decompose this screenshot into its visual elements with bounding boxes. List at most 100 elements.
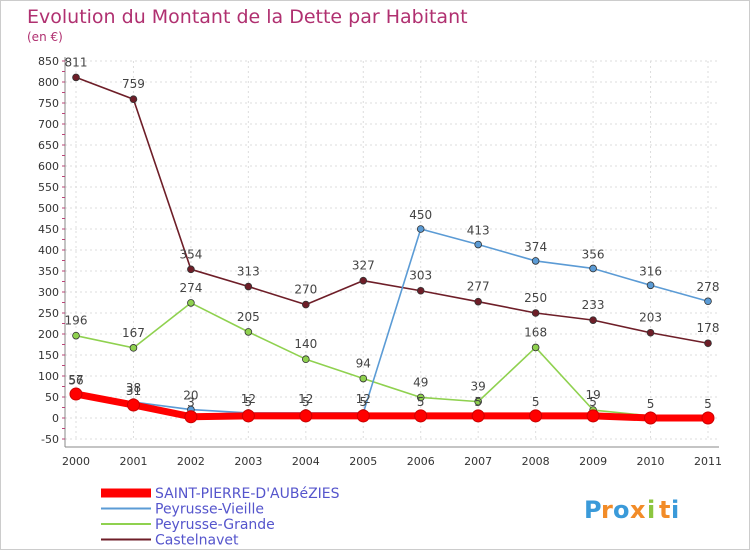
data-label: 274 — [179, 281, 202, 295]
data-point — [701, 411, 715, 425]
y-tick-label: 550 — [38, 181, 59, 194]
data-label: 5 — [417, 395, 425, 409]
data-label: 5 — [245, 395, 253, 409]
x-tick-label: 2008 — [522, 455, 550, 468]
data-label: 12 — [298, 392, 313, 406]
data-label: 5 — [474, 395, 482, 409]
data-point — [414, 409, 428, 423]
data-point — [187, 299, 195, 307]
data-point — [531, 309, 540, 317]
data-label: 56 — [68, 373, 83, 387]
data-label: 270 — [294, 283, 317, 297]
y-tick-label: 750 — [38, 97, 59, 110]
data-label: 39 — [471, 380, 486, 394]
data-label: 203 — [639, 311, 662, 325]
data-label: 38 — [126, 381, 141, 395]
y-tick-label: 100 — [38, 370, 59, 383]
y-tick-label: -50 — [41, 433, 59, 446]
data-labels: 8117593543132703273032772502332031781961… — [65, 55, 720, 411]
chart-title: Evolution du Montant de la Dette par Hab… — [27, 6, 468, 28]
data-label: 5 — [704, 397, 712, 411]
series-line — [75, 302, 709, 417]
data-point — [72, 331, 80, 340]
legend-label: Castelnavet — [155, 533, 239, 549]
data-label: 450 — [409, 208, 432, 222]
data-label: 5 — [359, 395, 367, 409]
x-tick-label: 2000 — [62, 455, 90, 468]
data-point — [187, 265, 195, 274]
data-point — [474, 240, 482, 249]
data-label: 196 — [65, 314, 88, 328]
data-point — [589, 264, 597, 273]
y-tick-label: 250 — [38, 307, 59, 320]
data-point — [69, 387, 83, 401]
y-tick-label: 500 — [38, 202, 59, 215]
legend-label: Peyrusse-Grande — [155, 517, 275, 533]
data-point — [72, 73, 80, 82]
data-label: 413 — [467, 224, 490, 238]
series-layer — [69, 73, 715, 425]
data-point — [704, 339, 712, 348]
data-point — [474, 397, 482, 406]
x-tick-label: 2001 — [119, 455, 147, 468]
data-label: 278 — [697, 280, 720, 294]
data-point — [531, 257, 540, 265]
data-point — [589, 316, 597, 324]
data-point — [184, 410, 198, 424]
y-tick-label: 800 — [38, 76, 59, 89]
data-label: 327 — [352, 259, 375, 273]
data-point — [586, 409, 600, 423]
data-label: 303 — [409, 269, 432, 283]
logo-letter: P — [584, 496, 602, 524]
legend: SAINT-PIERRE-D'AUBéZIESPeyrusse-VieilleP… — [101, 486, 340, 549]
y-tick-label: 0 — [52, 412, 59, 425]
data-point — [416, 225, 425, 233]
y-tick-label: 50 — [45, 391, 59, 404]
data-label: 356 — [582, 247, 605, 261]
data-label: 5 — [647, 397, 655, 411]
y-tick-label: 150 — [38, 349, 59, 362]
data-label: 57 — [68, 373, 83, 387]
logo-letter: r — [601, 496, 613, 524]
x-tick-label: 2011 — [694, 455, 722, 468]
legend-label: Peyrusse-Vieille — [155, 502, 264, 518]
data-label: 31 — [126, 384, 141, 398]
x-tick-label: 2007 — [464, 455, 492, 468]
data-label: 5 — [532, 395, 540, 409]
data-point — [359, 374, 368, 383]
y-tick-label: 850 — [38, 55, 59, 68]
data-label: 49 — [413, 375, 428, 389]
data-label: 140 — [294, 337, 317, 351]
data-label: 354 — [179, 247, 202, 261]
logo-letter: i — [647, 496, 655, 524]
data-point — [244, 328, 253, 336]
data-point — [244, 282, 253, 291]
y-tick-label: 300 — [38, 286, 59, 299]
data-label: 374 — [524, 240, 547, 254]
data-point — [646, 328, 655, 337]
data-label: 277 — [467, 280, 490, 294]
x-tick-label: 2002 — [177, 455, 205, 468]
series-line — [72, 390, 712, 422]
data-point — [646, 281, 655, 290]
data-label: 3 — [187, 396, 195, 410]
data-label: 94 — [356, 357, 371, 371]
y-tick-label: 350 — [38, 265, 59, 278]
data-point — [474, 297, 482, 306]
data-point — [241, 409, 255, 423]
data-point — [359, 276, 368, 285]
x-tick-label: 2003 — [234, 455, 262, 468]
x-tick-label: 2009 — [579, 455, 607, 468]
data-point — [704, 297, 712, 306]
data-point — [126, 398, 140, 412]
data-point — [299, 409, 313, 423]
data-label: 316 — [639, 264, 662, 278]
data-label: 759 — [122, 77, 145, 91]
y-tick-label: 400 — [38, 244, 59, 257]
logo-letter: i — [671, 496, 679, 524]
chart-subtitle: (en €) — [27, 30, 63, 44]
y-tick-label: 200 — [38, 328, 59, 341]
